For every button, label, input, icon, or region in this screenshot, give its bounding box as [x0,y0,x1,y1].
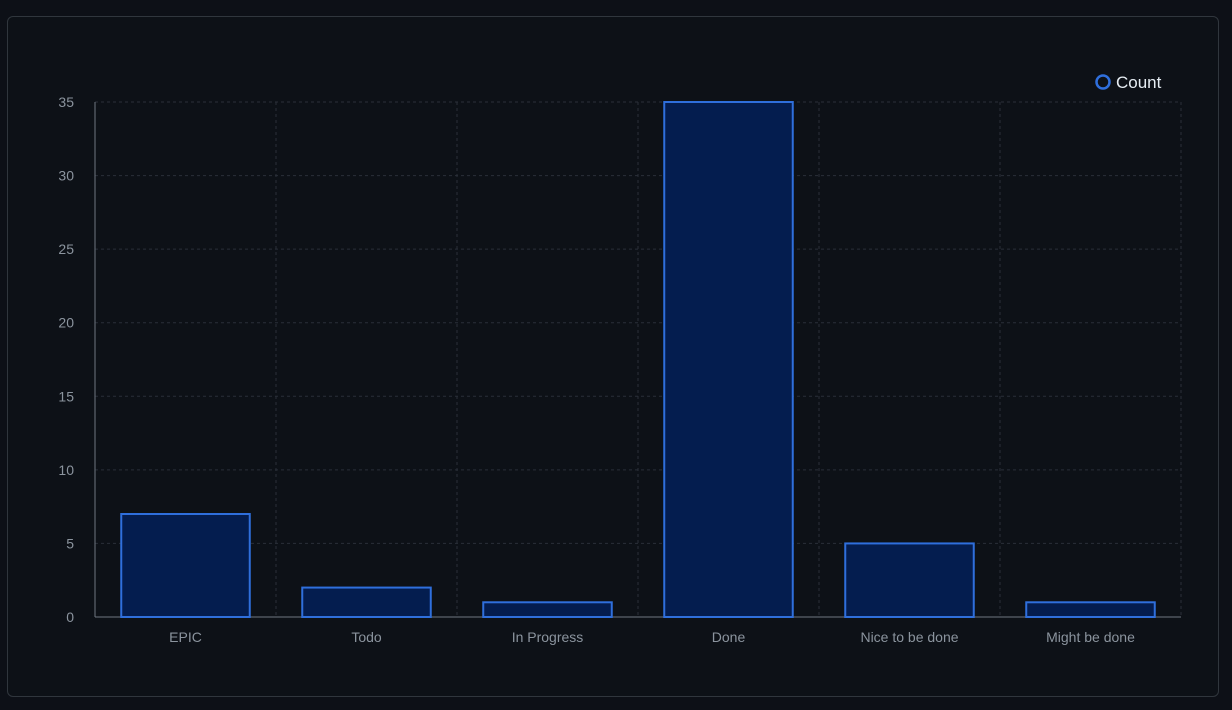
bar [120,513,251,618]
y-tick-label: 20 [58,315,74,331]
axes [94,102,1181,618]
x-tick-label: EPIC [169,629,202,645]
x-tick-label: Done [712,629,746,645]
y-tick-label: 25 [58,241,74,257]
grid-lines [95,101,1182,617]
y-tick-label: 30 [58,168,74,184]
x-tick-label: Nice to be done [860,629,958,645]
x-tick-label: Might be done [1046,629,1135,645]
tick-labels: 0 5 10 15 20 25 30 35 EPIC Todo In Progress Done Nic… [58,94,1135,645]
legend-swatch-icon [1095,74,1111,90]
y-tick-label: 35 [58,94,74,110]
bars [120,101,1156,619]
x-tick-label: Todo [351,629,382,645]
bar [663,101,794,618]
bar [844,542,975,619]
bar [301,586,432,618]
x-tick-label: In Progress [512,629,584,645]
legend-label: Count [1116,73,1162,92]
y-tick-label: 0 [66,609,74,625]
y-tick-label: 15 [58,388,74,404]
y-tick-label: 10 [58,462,74,478]
y-tick-label: 5 [66,535,74,551]
bar [482,601,613,618]
bar [1025,601,1156,618]
legend[interactable]: Count [1095,73,1162,92]
